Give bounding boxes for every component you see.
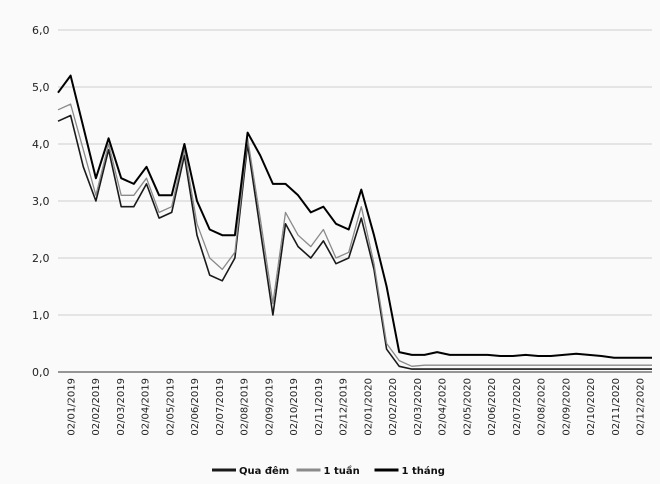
x-tick-label: 02/08/2019 [240, 378, 251, 436]
x-tick-label: 02/04/2019 [141, 378, 152, 436]
y-tick-label: 4,0 [32, 138, 50, 151]
legend-label: 1 tháng [402, 465, 445, 477]
x-tick-label: 02/01/2019 [66, 378, 77, 436]
x-tick-label: 02/10/2020 [586, 378, 597, 436]
series-line-2 [57, 74, 652, 359]
y-tick-label: 3,0 [32, 195, 50, 208]
x-tick-label: 02/02/2019 [91, 378, 102, 436]
legend-label: Qua đêm [239, 465, 289, 477]
x-tick-label: 02/01/2020 [363, 378, 374, 436]
y-axis-ticks: 0,0 1,0 2,0 3,0 4,0 5,0 6,0 [32, 24, 50, 379]
y-tick-label: 0,0 [32, 366, 50, 379]
series-line-0 [57, 114, 652, 370]
y-tick-label: 6,0 [32, 24, 50, 37]
x-tick-label: 02/03/2019 [116, 378, 127, 436]
x-tick-label: 02/07/2020 [512, 378, 523, 436]
x-tick-label: 02/03/2020 [413, 378, 424, 436]
x-tick-label: 02/07/2019 [215, 378, 226, 436]
legend-label: 1 tuần [324, 465, 360, 477]
series-line-1 [57, 103, 652, 367]
x-tick-label: 02/02/2020 [388, 378, 399, 436]
x-axis-ticks: 02/01/2019 02/02/2019 02/03/2019 02/04/2019… [66, 378, 646, 436]
plot-area [57, 74, 652, 370]
x-tick-label: 02/04/2020 [438, 378, 449, 436]
x-tick-label: 02/06/2020 [487, 378, 498, 436]
x-tick-label: 02/12/2020 [636, 378, 647, 436]
y-tick-label: 5,0 [32, 81, 50, 94]
x-tick-label: 02/09/2019 [264, 378, 275, 436]
x-tick-label: 02/06/2019 [190, 378, 201, 436]
x-tick-label: 02/05/2019 [165, 378, 176, 436]
y-tick-label: 1,0 [32, 309, 50, 322]
x-tick-label: 02/05/2020 [462, 378, 473, 436]
y-tick-label: 2,0 [32, 252, 50, 265]
x-tick-label: 02/09/2020 [561, 378, 572, 436]
x-tick-label: 02/11/2019 [314, 378, 325, 436]
x-tick-label: 02/11/2020 [611, 378, 622, 436]
x-tick-label: 02/10/2019 [289, 378, 300, 436]
x-tick-label: 02/12/2019 [339, 378, 350, 436]
x-tick-label: 02/08/2020 [537, 378, 548, 436]
grid-lines [58, 29, 652, 373]
legend: Qua đêm 1 tuần 1 tháng [212, 465, 445, 477]
